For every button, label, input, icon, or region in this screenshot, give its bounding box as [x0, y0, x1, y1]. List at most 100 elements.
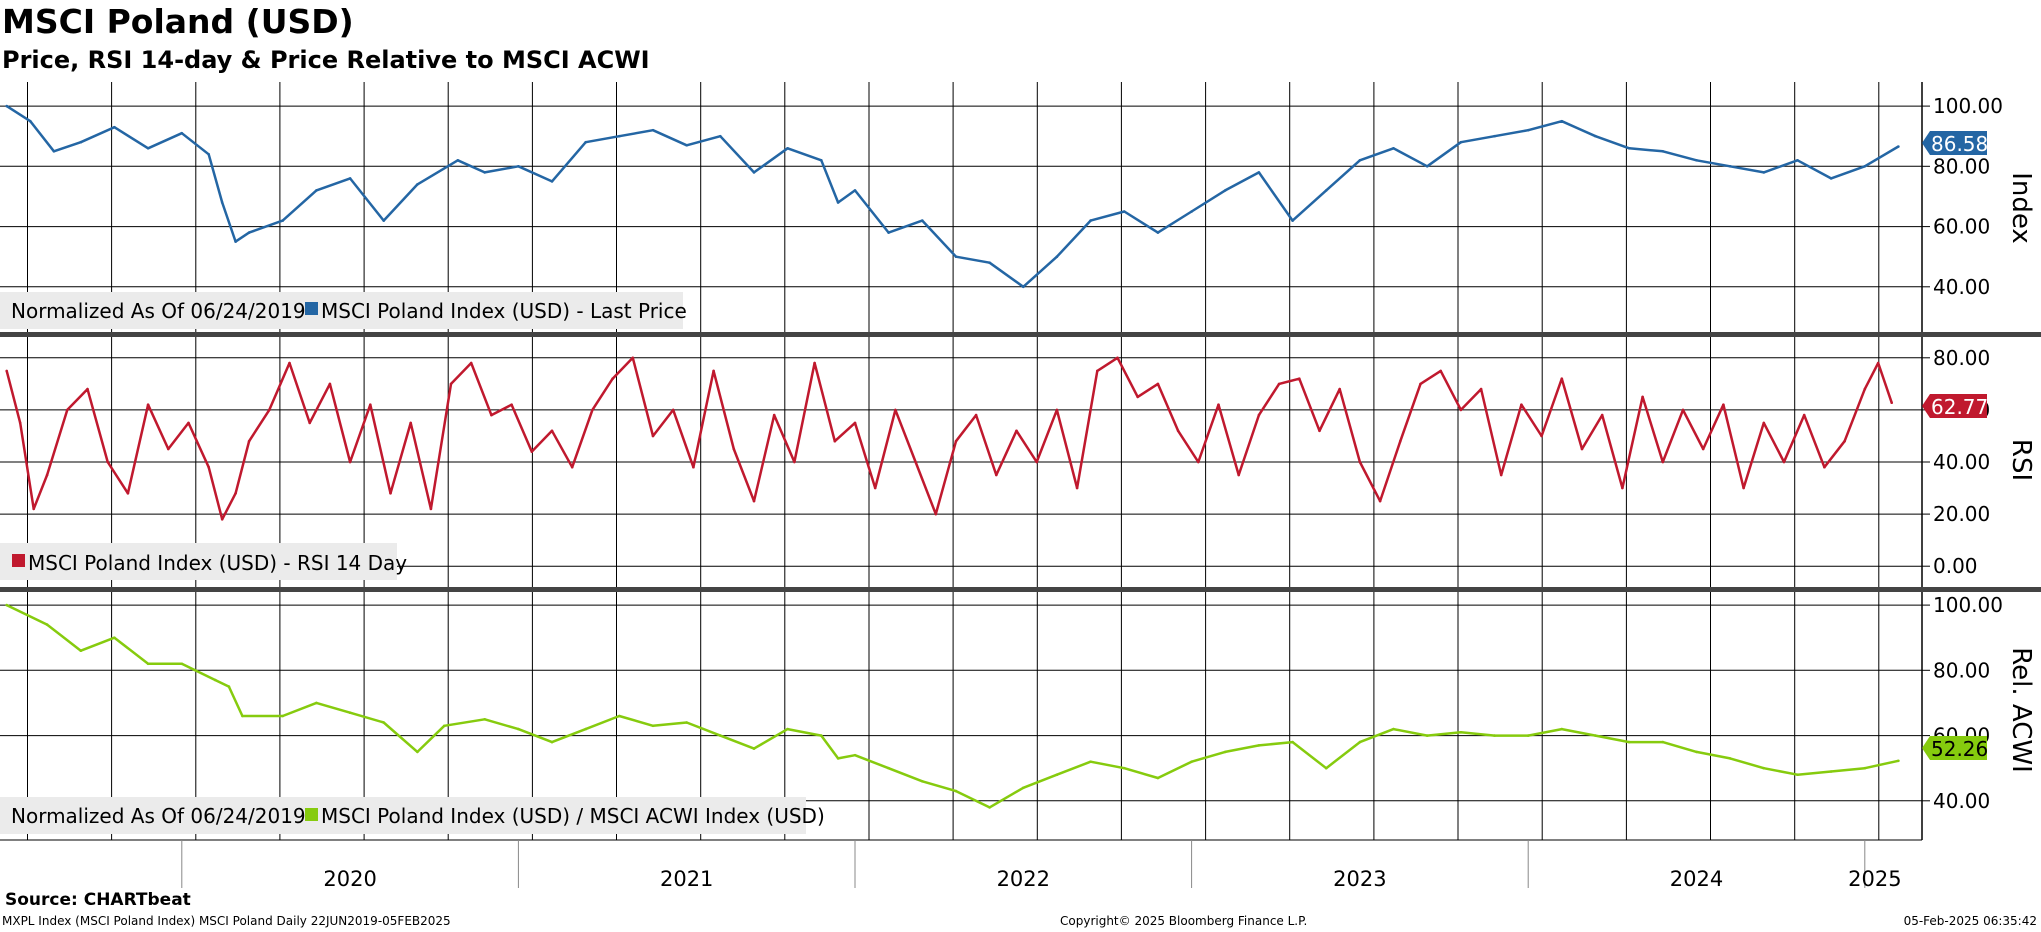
- price-data-point: [1863, 165, 1867, 168]
- legend-price-bg: [0, 292, 683, 329]
- price-data-point: [921, 219, 924, 222]
- rsi-data-point: [873, 486, 877, 490]
- price-y-tick-label: 40.00: [1933, 275, 1990, 299]
- rsi-data-point: [1419, 382, 1422, 386]
- rsi-data-point: [712, 369, 715, 373]
- rsi-data-point: [934, 512, 938, 516]
- legend-rsi-swatch: [12, 554, 25, 567]
- relative-data-point: [79, 649, 83, 652]
- relative-data-point: [517, 727, 520, 731]
- price-data-point: [79, 140, 83, 144]
- relative-y-tick-label: 40.00: [1933, 789, 1990, 813]
- relative-data-point: [1459, 731, 1463, 734]
- rsi-data-point: [146, 403, 150, 407]
- price-last-value: 86.58: [1931, 132, 1988, 156]
- relative-data-point: [45, 623, 49, 626]
- rsi-data-point: [954, 439, 958, 443]
- relative-data-point: [315, 701, 318, 705]
- price-data-point: [1829, 177, 1833, 180]
- price-data-point: [348, 177, 352, 180]
- rsi-data-point: [894, 408, 897, 412]
- price-data-point: [550, 180, 554, 183]
- rsi-data-point: [1459, 408, 1463, 412]
- rsi-data-point: [389, 492, 392, 495]
- relative-data-point: [1257, 744, 1261, 747]
- rsi-data-point: [220, 518, 224, 521]
- relative-data-point: [1022, 786, 1025, 790]
- relative-data-point: [443, 724, 446, 728]
- rsi-data-point: [207, 465, 210, 469]
- relative-data-point: [146, 662, 150, 666]
- x-tick-label: 2023: [1333, 867, 1386, 891]
- relative-last-badge: 52.26: [1922, 736, 1988, 761]
- rsi-data-point: [45, 473, 49, 477]
- price-data-point: [52, 150, 56, 153]
- rsi-data-point: [510, 403, 513, 407]
- price-data-point: [1291, 219, 1294, 222]
- rsi-data-point: [86, 387, 89, 391]
- relative-last-value: 52.26: [1931, 737, 1988, 761]
- rsi-data-point: [772, 413, 776, 417]
- rsi-data-point: [1802, 413, 1806, 417]
- rsi-data-point: [1600, 413, 1604, 417]
- rsi-data-point: [611, 377, 614, 381]
- price-data-point: [1493, 134, 1496, 138]
- rsi-data-point: [66, 408, 69, 412]
- rsi-data-point: [692, 465, 695, 469]
- rsi-data-point: [187, 421, 190, 425]
- relative-data-point: [1493, 734, 1496, 737]
- rsi-data-point: [1843, 439, 1846, 443]
- price-axis-label: Index: [2006, 172, 2036, 244]
- rsi-data-point: [1681, 408, 1685, 412]
- price-data-point: [1627, 147, 1631, 150]
- price-data-point: [207, 153, 210, 156]
- relative-data-point: [227, 685, 231, 688]
- price-data-point: [1123, 210, 1126, 213]
- rsi-data-point: [167, 447, 170, 451]
- rsi-data-point: [974, 413, 978, 417]
- relative-data-point: [1863, 766, 1867, 770]
- rsi-data-point: [1298, 377, 1301, 381]
- relative-data-point: [1291, 740, 1294, 744]
- relative-last-badge-shape: [1922, 736, 1987, 760]
- rsi-data-point: [1722, 403, 1725, 407]
- series-layer: [5, 104, 1900, 809]
- price-data-point: [382, 219, 386, 222]
- price-data-point: [651, 128, 655, 132]
- rsi-data-point: [1661, 460, 1665, 464]
- rsi-data-point: [1823, 465, 1826, 469]
- price-data-point: [1560, 119, 1564, 123]
- relative-data-point: [1728, 757, 1732, 760]
- rsi-data-point: [1015, 429, 1018, 433]
- legend-relative-prefix: Normalized As Of 06/24/2019: [11, 804, 306, 828]
- rsi-data-point: [268, 408, 271, 412]
- legend-relative-series-name: MSCI Poland Index (USD) / MSCI ACWI Inde…: [321, 804, 825, 828]
- price-data-point: [1897, 145, 1900, 148]
- legend-relative-swatch: [305, 808, 318, 821]
- price-data-point: [1594, 134, 1597, 138]
- chart-subtitle: Price, RSI 14-day & Price Relative to MS…: [2, 46, 650, 74]
- rsi-data-point: [1217, 403, 1220, 407]
- rsi-data-point: [1096, 369, 1099, 373]
- relative-data-point: [382, 721, 386, 724]
- price-data-point: [281, 219, 285, 222]
- rsi-data-point: [1499, 473, 1503, 477]
- price-data-point: [517, 165, 520, 168]
- relative-data-point: [281, 714, 285, 718]
- price-data-point: [1695, 159, 1698, 162]
- rsi-data-point: [1318, 429, 1321, 433]
- price-data-point: [247, 231, 251, 234]
- rsi-data-point: [530, 450, 534, 453]
- rsi-data-point: [1762, 421, 1766, 425]
- rsi-last-badge: 62.77: [1922, 394, 1988, 419]
- price-data-point: [1089, 219, 1092, 222]
- rsi-data-point: [1479, 387, 1483, 391]
- rsi-data-point: [1358, 460, 1362, 464]
- rsi-data-point: [288, 361, 291, 365]
- relative-data-point: [348, 711, 352, 714]
- rsi-data-point: [247, 439, 251, 443]
- price-data-point: [113, 125, 116, 129]
- legend-price-prefix: Normalized As Of 06/24/2019: [11, 299, 306, 323]
- price-data-point: [1425, 165, 1429, 168]
